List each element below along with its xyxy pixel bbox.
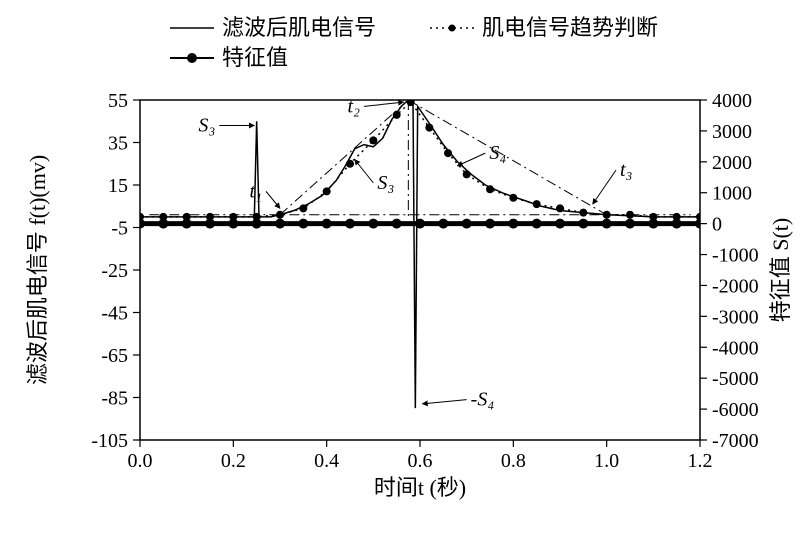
y-right-tick-label: -5000 (712, 368, 759, 390)
legend-label: 肌电信号趋势判断 (482, 15, 658, 40)
series-group (135, 98, 705, 408)
y-left-tick-label: -85 (101, 388, 128, 410)
annotation-t2: t₂ (347, 95, 360, 117)
x-tick-label: 0.2 (221, 450, 246, 472)
plot-frame (140, 100, 700, 440)
series-trend (140, 102, 700, 217)
dual-axis-chart: 0.0 0.2 0.4 0.6 0.8 1.0 1.2 时间t (秒) -105 -85 -65 -4… (0, 0, 800, 534)
annotation-arrow-S4 (457, 153, 485, 166)
x-tick-label: 1.0 (594, 450, 619, 472)
x-tick-label: 0.8 (501, 450, 526, 472)
y-left-axis-label: 滤波后肌电信号 f(t)(mv) (25, 155, 50, 385)
feature-marker (508, 219, 518, 229)
x-axis-label: 时间t (秒) (374, 475, 466, 500)
feature-marker (532, 219, 542, 229)
feature-marker (625, 219, 635, 229)
legend-swatch (187, 53, 197, 63)
feature-marker (578, 219, 588, 229)
feature-marker (462, 219, 472, 229)
guide-line (280, 100, 408, 215)
legend-label: 滤波后肌电信号 (222, 15, 376, 40)
feature-marker (298, 219, 308, 229)
feature-marker (555, 219, 565, 229)
annotation-arrow-t1 (266, 191, 280, 208)
feature-marker (322, 219, 332, 229)
x-tick-label: 0.4 (314, 450, 339, 472)
y-right-tick-label: -2000 (712, 275, 759, 297)
legend-swatch (449, 25, 456, 32)
feature-marker (392, 219, 402, 229)
x-tick-label: 1.2 (688, 450, 713, 472)
y-left-tick-label: 15 (108, 175, 128, 197)
annotation-arrow-t3 (593, 170, 616, 204)
y-left-tick-label: 55 (108, 90, 128, 112)
y-right-tick-label: 3000 (712, 121, 752, 143)
annotation-neg_S4: -S₄ (471, 389, 495, 411)
annotation-t1: t₁ (249, 180, 262, 202)
legend-label: 特征值 (222, 45, 288, 70)
y-right-tick-label: 2000 (712, 152, 752, 174)
y-right-tick-label: -1000 (712, 245, 759, 267)
feature-marker (485, 219, 495, 229)
y-right-tick-label: 0 (712, 214, 722, 236)
y-left-tick-label: -45 (101, 303, 128, 325)
trend-marker (626, 211, 634, 219)
annotation-S3_spike: S₃ (198, 115, 215, 137)
y-left-tick-label: -5 (111, 218, 128, 240)
feature-marker (275, 219, 285, 229)
y-right-tick-label: -3000 (712, 306, 759, 328)
annotation-arrow-t2 (364, 102, 404, 106)
annotation-t3: t₃ (620, 159, 633, 181)
guide-line (408, 100, 606, 215)
feature-marker (345, 219, 355, 229)
y-right-tick-label: 1000 (712, 183, 752, 205)
y-right-axis-label: 特征值 S(t) (768, 218, 793, 323)
y-left-tick-label: -65 (101, 345, 128, 367)
y-left-tick-label: -25 (101, 260, 128, 282)
x-tick-label: 0.0 (128, 450, 153, 472)
feature-marker (368, 219, 378, 229)
series-filtered (140, 100, 700, 408)
y-left-tick-label: -105 (91, 430, 128, 452)
feature-marker (438, 219, 448, 229)
trend-marker (369, 136, 377, 144)
y-right-tick-label: -7000 (712, 430, 759, 452)
x-tick-label: 0.6 (408, 450, 433, 472)
y-right-tick-label: -4000 (712, 337, 759, 359)
y-right-tick-label: 4000 (712, 90, 752, 112)
annotation-S3_rise: S₃ (377, 172, 394, 194)
y-right-tick-label: -6000 (712, 399, 759, 421)
feature-marker (602, 219, 612, 229)
trend-marker (463, 170, 471, 178)
annotation-arrow-neg_S4 (422, 400, 466, 404)
annotation-arrow-S3_rise (355, 160, 374, 183)
annotation-S4: S₄ (489, 142, 506, 164)
y-left-tick-label: 35 (108, 133, 128, 155)
